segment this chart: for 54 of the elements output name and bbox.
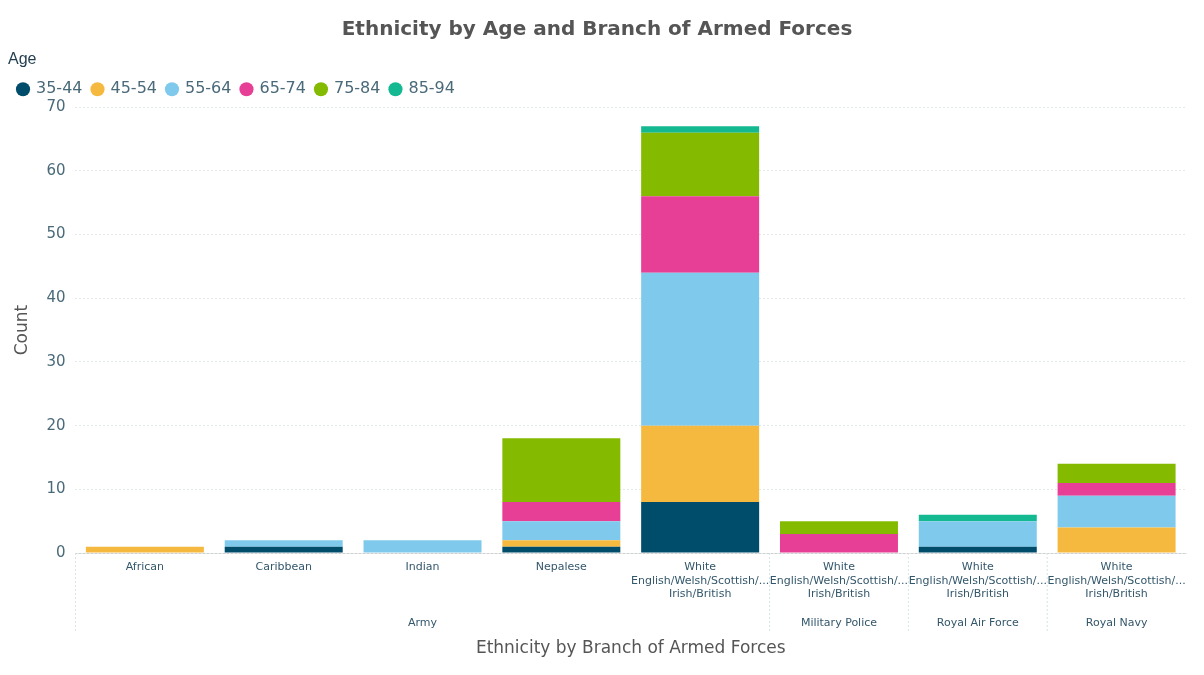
bar <box>641 272 760 426</box>
legend-label: 75-84 <box>333 78 381 98</box>
bar <box>779 533 898 553</box>
bar <box>1057 463 1176 483</box>
bar <box>918 521 1037 547</box>
x-tick-label: Caribbean <box>255 560 312 574</box>
bar <box>641 132 760 197</box>
bar <box>641 126 760 133</box>
x-tick-label: Nepalese <box>535 560 588 574</box>
bar <box>85 546 204 553</box>
bar <box>918 546 1037 553</box>
bar <box>779 521 898 534</box>
bar <box>1057 495 1176 528</box>
bar <box>1057 527 1176 553</box>
bar <box>918 514 1037 522</box>
bar <box>641 425 760 503</box>
x-tick-label: White English/Welsh/Scottish/... Irish/British <box>769 560 909 600</box>
bar <box>1057 482 1176 496</box>
y-tick-label: 70 <box>46 97 66 116</box>
text: Royal Navy <box>1085 615 1148 629</box>
y-tick-label: 60 <box>46 160 66 179</box>
bar <box>641 196 760 273</box>
legend-label: 55-64 <box>184 78 232 98</box>
x-axis-title: Ethnicity by Branch of Armed Forces <box>475 637 786 658</box>
x-tick-label: African <box>125 560 165 574</box>
legend-label: 35-44 <box>36 78 83 98</box>
bar <box>363 540 482 553</box>
x-tick-label: White English/Welsh/Scottish/... Irish/British <box>1047 560 1186 600</box>
bar <box>502 540 621 547</box>
y-tick-label: 40 <box>46 288 66 307</box>
y-tick-label: 50 <box>46 224 66 243</box>
x-tick-label: White English/Welsh/Scottish/... Irish/British <box>908 560 1047 600</box>
bar <box>641 502 760 553</box>
legend-label: 65-74 <box>259 78 306 98</box>
text: Royal Air Force <box>936 615 1020 629</box>
text: Military Police <box>800 615 878 629</box>
text: Army <box>407 615 438 629</box>
legend-label: 85-94 <box>408 78 455 98</box>
bar <box>502 438 621 503</box>
y-axis-title: Count <box>10 304 31 356</box>
y-tick-label: 10 <box>46 479 66 498</box>
chart-title: Ethnicity by Age and Branch of Armed Forces <box>341 16 853 41</box>
y-tick-label: 20 <box>46 415 66 434</box>
bar <box>502 502 621 522</box>
bar <box>224 546 343 553</box>
bar <box>224 540 343 547</box>
legend-title: Age <box>8 50 37 68</box>
y-tick-label: 0 <box>55 542 66 561</box>
x-tick-label: White English/Welsh/Scottish/... Irish/British <box>631 560 770 600</box>
bar <box>502 521 621 541</box>
x-tick-label: Indian <box>405 560 440 574</box>
bar <box>502 546 621 553</box>
legend-label: 45-54 <box>110 78 157 98</box>
y-tick-label: 30 <box>46 351 66 370</box>
